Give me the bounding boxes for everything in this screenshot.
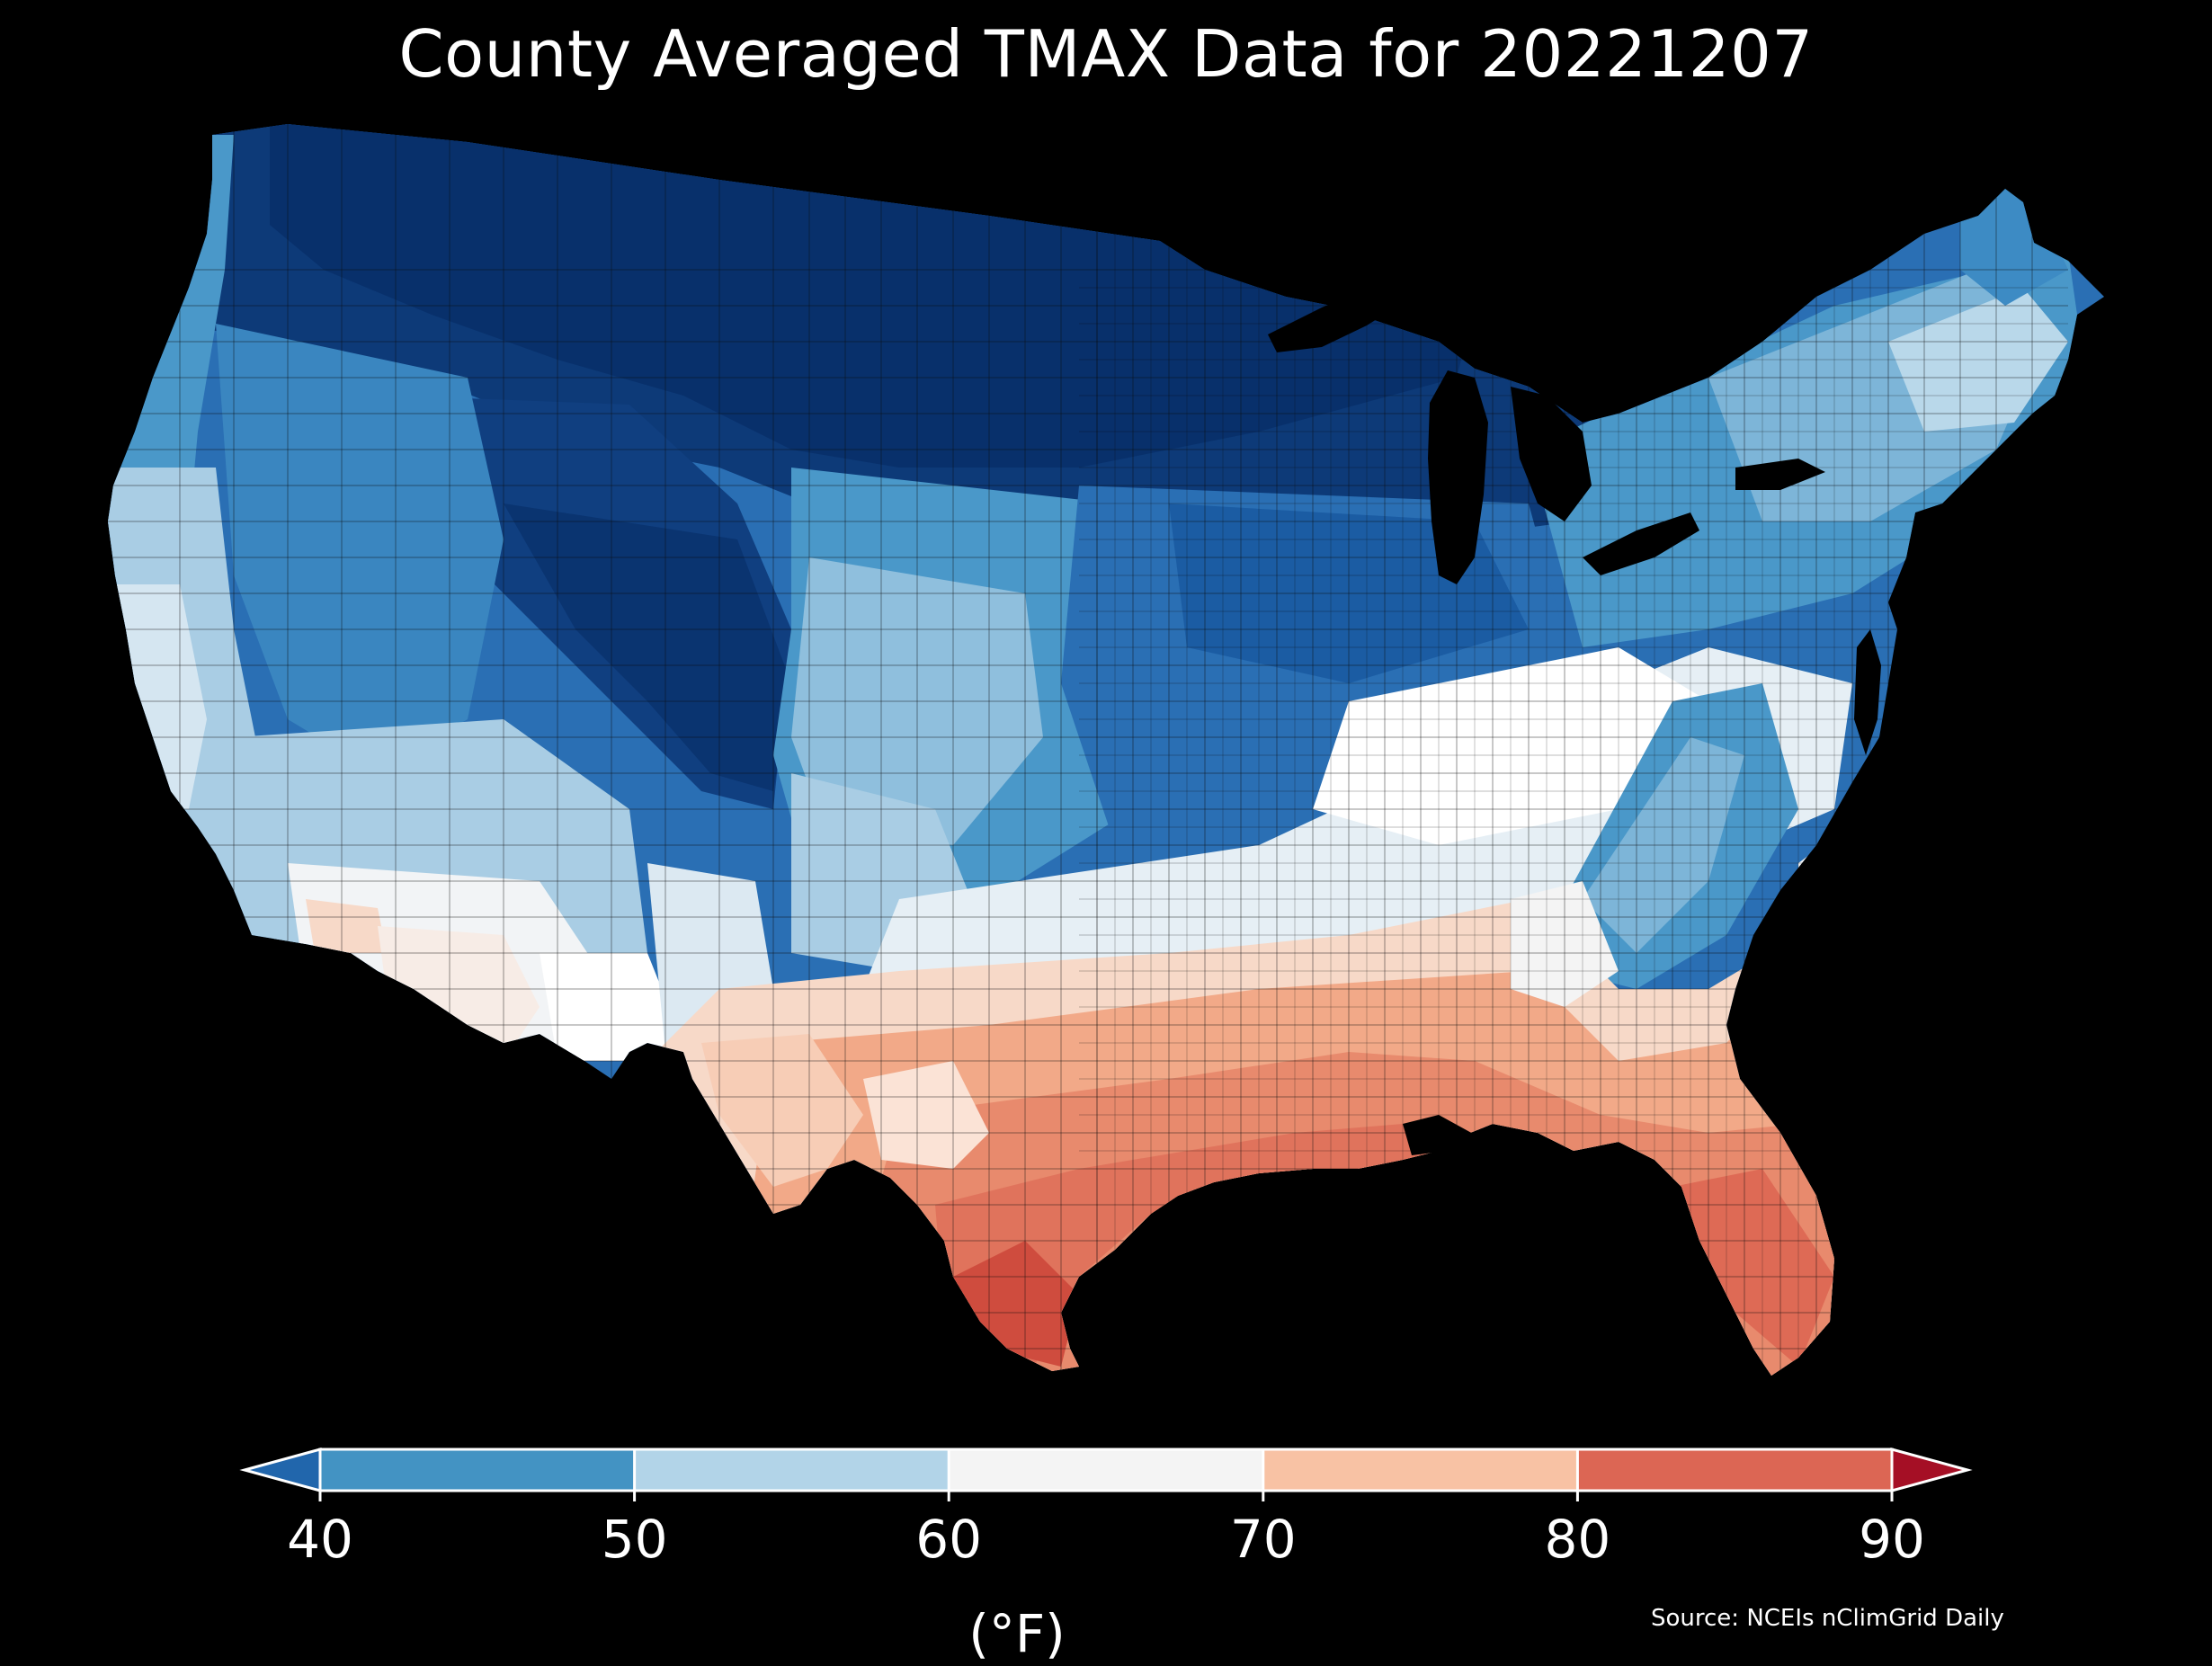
- colorbar-bin-70-80: [1262, 1449, 1578, 1491]
- source-credit: Source: NCEIs nClimGrid Daily: [1651, 1605, 2004, 1632]
- colorbar-under-arrow: [239, 1448, 322, 1492]
- colorbar-tick-label-40: 40: [287, 1509, 353, 1570]
- colorbar-bin-80-90: [1577, 1449, 1892, 1491]
- lake-ontario: [1735, 459, 1825, 490]
- colorbar-tick-label-70: 70: [1229, 1509, 1297, 1570]
- colorbar-tick-label-50: 50: [601, 1509, 668, 1570]
- lake-huron: [1511, 387, 1592, 521]
- colorbar-bin-40-50: [320, 1449, 635, 1491]
- colorbar-tick-label-80: 80: [1544, 1509, 1611, 1570]
- colorbar-bin-50-60: [634, 1449, 950, 1491]
- lake-superior: [1268, 284, 1412, 352]
- colorbar-unit-label: (°F): [968, 1603, 1066, 1664]
- colorbar-tick-label-90: 90: [1859, 1509, 1925, 1570]
- colorbar-tick-label-60: 60: [915, 1509, 983, 1570]
- colorbar-bin-60-70: [949, 1449, 1263, 1491]
- chesapeake-bay: [1854, 629, 1881, 755]
- lake-erie: [1583, 512, 1699, 575]
- lake-michigan: [1428, 370, 1488, 584]
- map-title: County Averaged TMAX Data for 20221207: [398, 16, 1814, 92]
- colorbar-over-arrow: [1890, 1448, 1973, 1492]
